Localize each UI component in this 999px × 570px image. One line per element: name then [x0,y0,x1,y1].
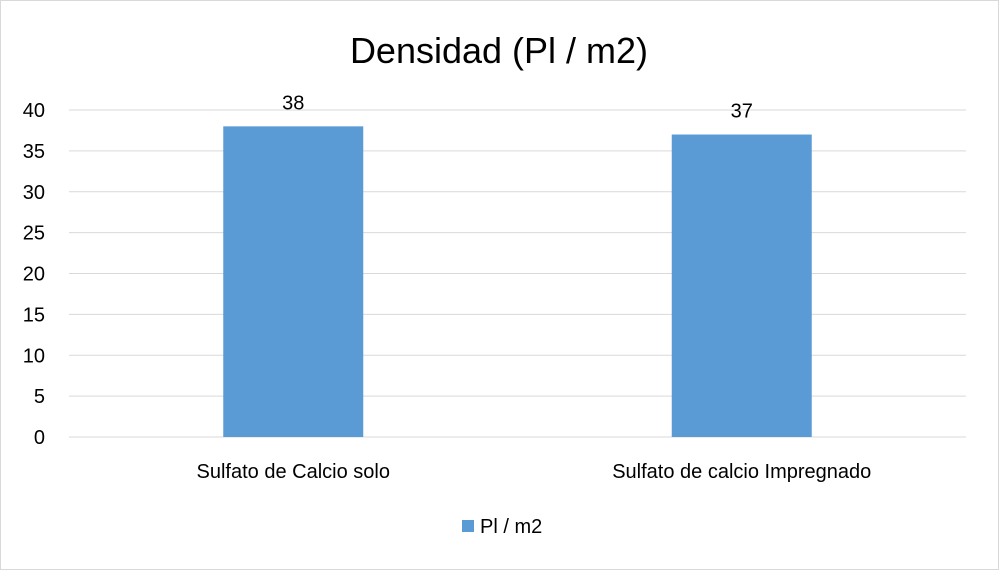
y-tick-label: 40 [23,100,45,122]
y-tick-label: 15 [23,304,45,326]
legend-label: Pl / m2 [480,516,542,538]
y-tick-label: 0 [34,427,45,449]
y-tick-label: 20 [23,264,45,286]
chart-title: Densidad (Pl / m2) [350,30,648,71]
gridlines [69,109,966,438]
y-tick-label: 25 [23,223,45,245]
bar [223,126,364,437]
data-label: 38 [282,92,304,114]
bar [671,134,812,437]
data-label: 37 [731,101,753,123]
x-axis-categories: Sulfato de Calcio solo Sulfato de calcio … [197,461,872,483]
y-tick-label: 5 [34,386,45,408]
y-axis-ticks: 0 5 10 15 20 25 30 35 40 [23,100,45,449]
legend-swatch [462,520,474,532]
x-category-label: Sulfato de Calcio solo [197,461,390,483]
y-tick-label: 10 [23,345,45,367]
data-labels: 38 37 [282,92,753,122]
legend: Pl / m2 [462,516,542,538]
y-tick-label: 35 [23,141,45,163]
x-category-label: Sulfato de calcio Impregnado [612,461,871,483]
bars [223,126,812,437]
y-tick-label: 30 [23,182,45,204]
